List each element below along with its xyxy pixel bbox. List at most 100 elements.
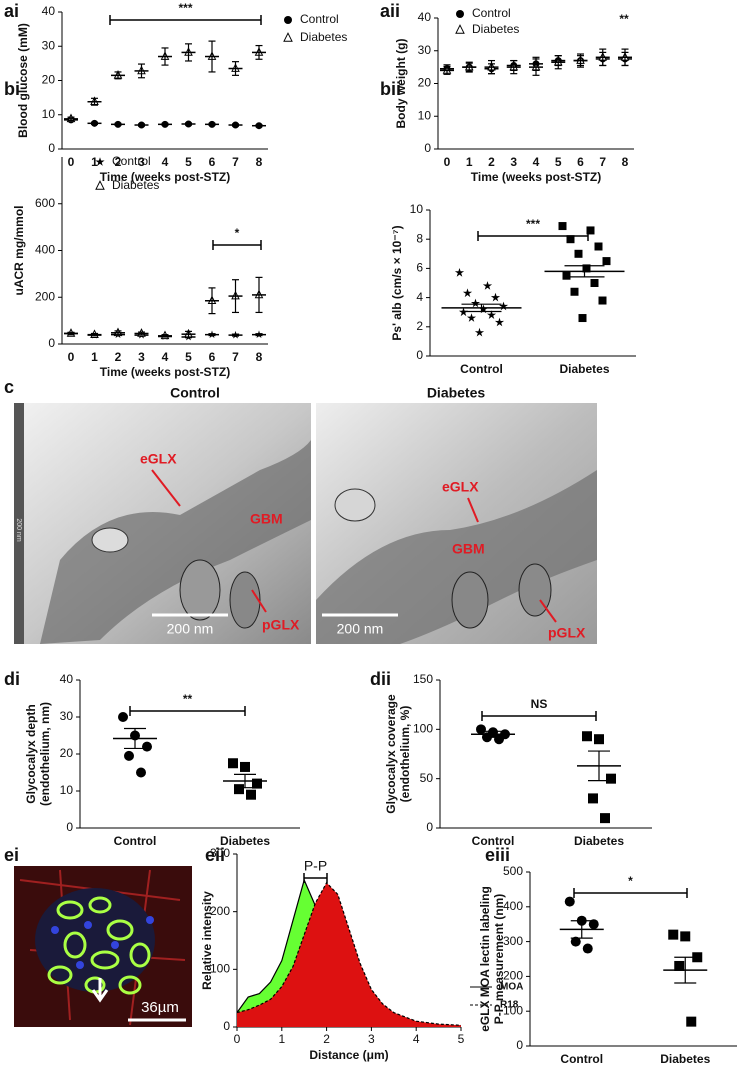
marker <box>570 936 581 947</box>
x-tick-label: 4 <box>533 155 540 169</box>
y-tick-label: 8 <box>416 231 423 245</box>
y-axis-label: uACR mg/mmol <box>12 206 26 296</box>
legend-label: Diabetes <box>300 30 347 44</box>
x-tick-label: 3 <box>138 155 145 169</box>
legend-label: R18 <box>500 1000 519 1011</box>
x-tick-label: Control <box>460 362 503 376</box>
marker <box>490 292 501 302</box>
x-tick-label: 7 <box>232 155 239 169</box>
annotation: * <box>235 226 240 240</box>
y-tick-label: 100 <box>210 962 230 976</box>
marker <box>562 271 571 280</box>
image-title: Control <box>170 385 220 401</box>
marker <box>674 960 685 971</box>
x-tick-label: 5 <box>185 350 192 364</box>
y-tick-label: 100 <box>413 722 433 736</box>
marker <box>594 734 604 745</box>
x-tick-label: 2 <box>488 155 495 169</box>
tissue <box>229 571 261 629</box>
x-tick-label: 2 <box>115 350 122 364</box>
y-tick-label: 200 <box>503 969 523 983</box>
tissue <box>35 888 155 992</box>
y-tick-label: 500 <box>503 864 523 878</box>
y-tick-label: 0 <box>516 1038 523 1052</box>
image-label: GBM <box>250 511 283 527</box>
x-tick-label: 2 <box>323 1032 330 1046</box>
marker <box>284 16 292 24</box>
arrow <box>151 469 181 507</box>
marker <box>686 1016 697 1027</box>
x-tick-label: 1 <box>91 155 98 169</box>
marker <box>142 741 152 752</box>
scale-label: 200 nm <box>337 621 384 637</box>
x-tick-label: 1 <box>278 1032 285 1046</box>
x-tick-label: 3 <box>138 350 145 364</box>
marker <box>246 789 256 800</box>
x-tick-label: Diabetes <box>660 1052 710 1066</box>
marker <box>668 929 679 940</box>
marker <box>118 712 128 722</box>
x-tick-label: 4 <box>162 155 169 169</box>
y-axis-label: (endothelium, nm) <box>38 702 52 806</box>
panel-label: eiii <box>485 845 510 865</box>
scale-label: 200 nm <box>167 621 214 637</box>
arrow <box>539 599 557 623</box>
y-tick-label: 20 <box>418 76 432 90</box>
y-tick-label: 600 <box>35 196 55 210</box>
y-tick-label: 20 <box>60 746 74 760</box>
y-tick-label: 30 <box>418 43 432 57</box>
y-tick-label: 200 <box>35 289 55 303</box>
area <box>237 882 461 1027</box>
ruler <box>14 403 24 644</box>
y-tick-label: 400 <box>503 899 523 913</box>
annotation: *** <box>526 217 540 231</box>
x-tick-label: 0 <box>68 155 75 169</box>
y-tick-label: 150 <box>413 672 433 686</box>
annotation: *** <box>178 1 192 15</box>
marker <box>606 773 616 784</box>
marker <box>594 242 603 251</box>
y-tick-label: 100 <box>503 1003 523 1017</box>
line <box>236 881 462 1026</box>
x-tick-label: 1 <box>466 155 473 169</box>
legend-label: Diabetes <box>472 22 519 36</box>
y-axis-label: eGLX MOA lectin labeling <box>478 886 492 1032</box>
y-tick-label: 0 <box>223 1019 230 1033</box>
y-tick-label: 10 <box>418 108 432 122</box>
y-tick-label: 0 <box>48 336 55 350</box>
marker <box>578 314 587 323</box>
annotation: ** <box>619 12 629 26</box>
fluorescence-panel: ei 36µm <box>4 845 192 1027</box>
image-label: eGLX <box>140 451 177 467</box>
y-tick-label: 40 <box>418 10 432 24</box>
x-tick-label: 6 <box>209 155 216 169</box>
x-tick-label: 4 <box>413 1032 420 1046</box>
image-label: pGLX <box>262 617 300 633</box>
tissue <box>91 527 129 553</box>
x-tick-label: 8 <box>256 155 263 169</box>
panel-label: bii <box>380 79 401 99</box>
x-tick-label: 6 <box>209 350 216 364</box>
x-axis-label: Time (weeks post-STZ) <box>100 170 230 184</box>
y-axis-label: (endothelium, %) <box>398 706 412 803</box>
y-tick-label: 200 <box>210 904 230 918</box>
marker <box>498 301 509 311</box>
marker <box>598 296 607 305</box>
x-tick-label: 3 <box>510 155 517 169</box>
marker <box>228 758 238 769</box>
scale-label: 36µm <box>141 999 179 1016</box>
tissue <box>334 488 376 522</box>
marker <box>582 731 592 742</box>
y-axis-label: Glycocalyx coverage <box>384 694 398 814</box>
x-tick-label: Control <box>560 1052 603 1066</box>
marker <box>474 327 485 337</box>
x-tick-label: 4 <box>162 350 169 364</box>
legend-label: Control <box>112 154 151 168</box>
y-axis-label: Relative intensity <box>200 891 214 990</box>
y-tick-label: 30 <box>60 709 74 723</box>
marker <box>582 264 591 273</box>
panel-label: di <box>4 669 20 689</box>
panel-label: c <box>4 377 14 397</box>
y-tick-label: 0 <box>426 820 433 834</box>
